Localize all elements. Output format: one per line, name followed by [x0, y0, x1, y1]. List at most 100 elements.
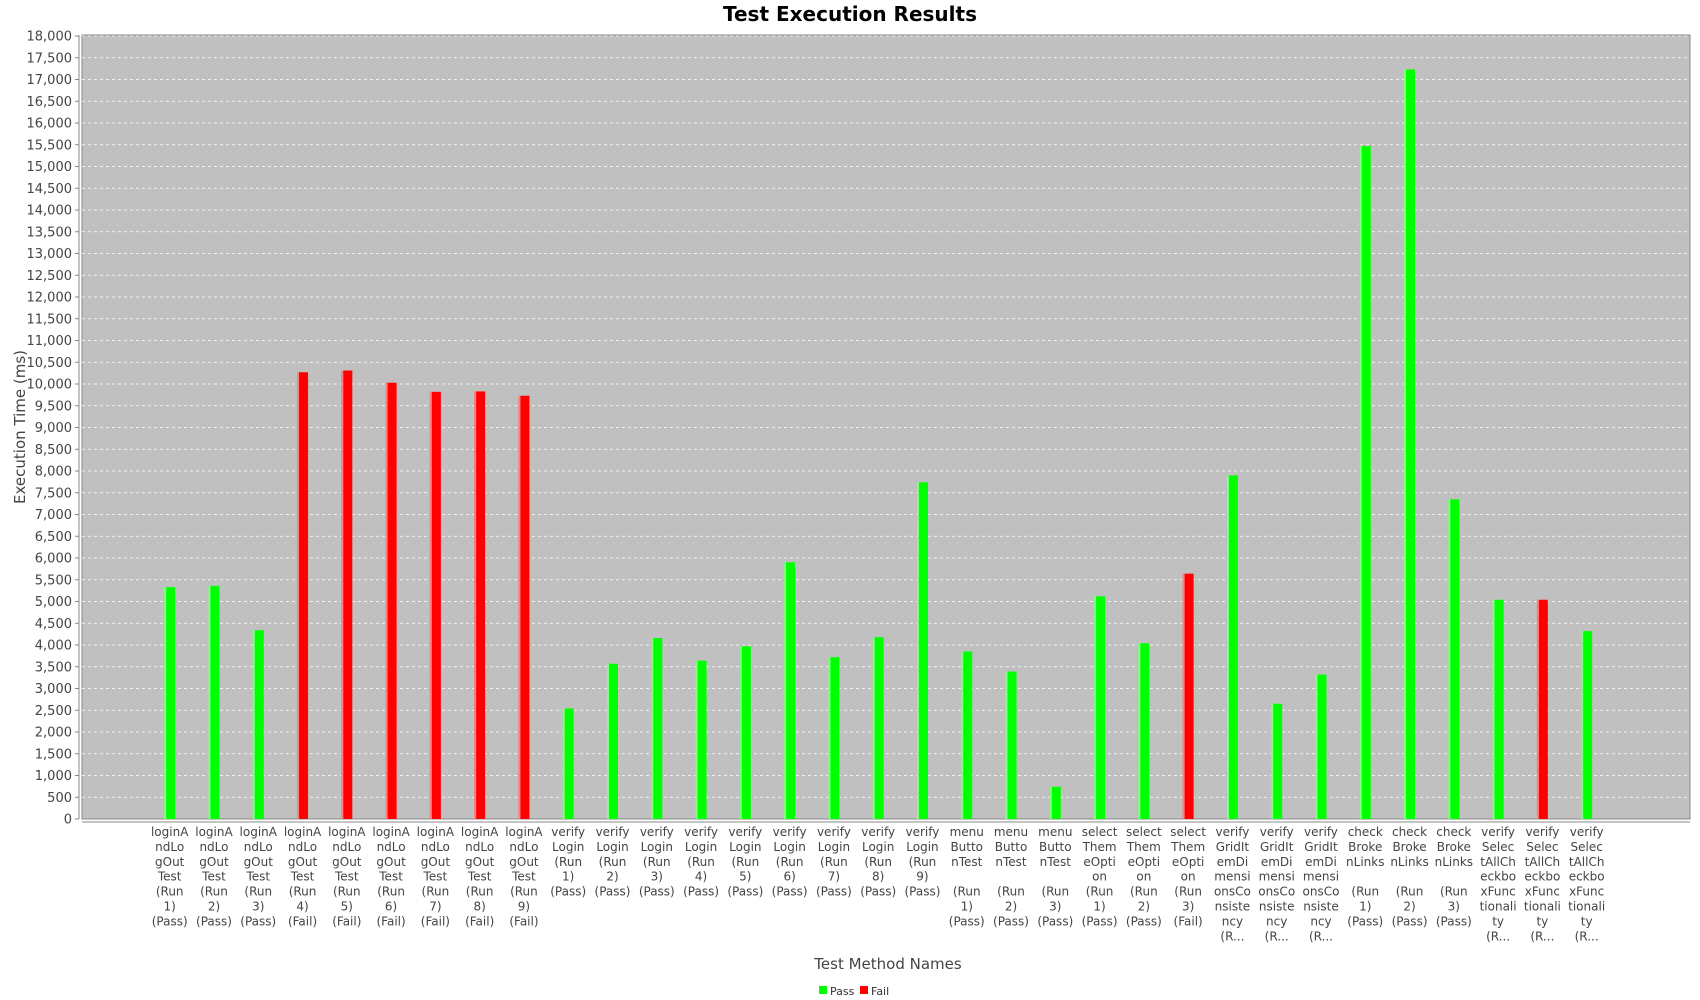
- x-tick-label-line: nsiste: [1259, 900, 1295, 914]
- x-tick-label-line: Butto: [995, 840, 1028, 854]
- x-tick-label-line: xFunc: [1525, 885, 1560, 899]
- bar-pass: [828, 657, 840, 819]
- x-tick-label-line: on: [1136, 870, 1151, 884]
- x-tick-label-line: (Run: [687, 855, 715, 869]
- bar-highlight: [385, 382, 388, 819]
- y-tick-label: 10,000: [27, 378, 73, 393]
- x-tick-label-line: check: [1436, 825, 1471, 839]
- x-tick-label-line: menu: [994, 825, 1028, 839]
- x-tick-label-line: 5): [341, 900, 353, 914]
- x-tick-label-line: gOut: [509, 855, 539, 869]
- x-tick-label-line: on: [1092, 870, 1107, 884]
- x-tick-label-line: Test: [334, 870, 359, 884]
- x-tick-label-line: Login: [773, 840, 805, 854]
- y-tick-label: 16,500: [27, 95, 73, 110]
- x-tick-label-line: ndLo: [421, 840, 450, 854]
- y-tick-label: 14,500: [27, 182, 73, 197]
- x-tick-label-line: (Run: [289, 885, 317, 899]
- x-tick-label-line: (Run: [333, 885, 361, 899]
- x-tick-label-line: emDi: [1261, 855, 1293, 869]
- x-tick-label-line: (Pass): [683, 885, 719, 899]
- x-tick-label-line: verify: [906, 825, 940, 839]
- x-tick-label-line: (Run: [200, 885, 228, 899]
- x-tick-label: menu Butto nTest (Run 1) (Pass): [949, 825, 985, 928]
- x-tick-label-line: Selec: [1570, 840, 1602, 854]
- x-tick-label-line: verify: [773, 825, 807, 839]
- bar-highlight: [1226, 475, 1229, 819]
- bar-pass: [739, 646, 751, 819]
- x-tick-label-line: 2): [1138, 900, 1150, 914]
- x-tick-label-line: (R...: [1309, 929, 1333, 943]
- x-tick-label-line: 9): [518, 900, 530, 914]
- y-tick-label: 3,500: [35, 660, 72, 675]
- x-tick-label-line: (Pass): [152, 914, 188, 928]
- bar-pass: [961, 651, 973, 819]
- x-tick-label-line: Them: [1126, 840, 1161, 854]
- x-tick-label-line: Butto: [950, 840, 983, 854]
- x-tick-label: verify GridIt emDi mensi onsCo nsiste ncy (R...: [1214, 825, 1251, 943]
- x-tick-label-line: gOut: [244, 855, 274, 869]
- y-tick-label: 500: [47, 791, 72, 806]
- x-tick-label: menu Butto nTest (Run 2) (Pass): [993, 825, 1029, 928]
- x-tick-label: verify GridIt emDi mensi onsCo nsiste ncy (R...: [1303, 825, 1340, 943]
- bar-pass: [607, 663, 618, 819]
- bar-highlight: [961, 651, 964, 819]
- bar-pass: [1359, 146, 1371, 819]
- x-tick-label-line: (Run: [776, 855, 804, 869]
- x-tick-label-line: (Pass): [595, 885, 631, 899]
- y-tick-label: 17,500: [27, 51, 73, 66]
- y-tick-label: 13,000: [27, 247, 73, 262]
- x-tick-label: verify Login (Run 3) (Pass): [639, 825, 675, 899]
- bar-highlight: [1359, 146, 1362, 819]
- bar-highlight: [1271, 703, 1274, 819]
- y-tick-label: 8,500: [35, 443, 72, 458]
- bar-highlight: [341, 370, 344, 819]
- bar-fail: [341, 370, 353, 819]
- bar-highlight: [429, 391, 432, 819]
- x-tick-label: menu Butto nTest (Run 3) (Pass): [1037, 825, 1073, 928]
- x-tick-label-line: 1): [961, 900, 973, 914]
- x-tick-label-line: nTest: [1040, 855, 1072, 869]
- x-tick-label-line: loginA: [240, 825, 278, 839]
- x-tick-label-line: emDi: [1217, 855, 1249, 869]
- x-tick-label: check Broke nLinks (Run 1) (Pass): [1346, 825, 1384, 928]
- x-tick-label-line: verify: [1260, 825, 1294, 839]
- x-tick-label-line: 1): [164, 900, 176, 914]
- x-tick-label-line: 3): [651, 870, 663, 884]
- x-tick-label-line: ndLo: [199, 840, 228, 854]
- x-tick-label-line: (R...: [1575, 929, 1599, 943]
- x-tick-label-line: (Fail): [377, 914, 406, 928]
- x-tick-label: verify Selec tAllCh eckbo xFunc tionali ty (R..…: [1524, 825, 1561, 943]
- x-tick-label-line: Login: [552, 840, 584, 854]
- x-tick-label-line: ncy: [1310, 914, 1331, 928]
- y-tick-label: 13,500: [27, 225, 73, 240]
- x-tick-label-line: 2): [606, 870, 618, 884]
- x-tick-label-line: (Pass): [1347, 914, 1383, 928]
- x-tick-label-line: (Run: [1041, 885, 1069, 899]
- x-tick-label-line: verify: [596, 825, 630, 839]
- y-tick-label: 0: [64, 813, 72, 828]
- x-tick-label-line: 5): [739, 870, 751, 884]
- x-tick-label-line: nsiste: [1303, 900, 1339, 914]
- y-tick-label: 12,000: [27, 291, 73, 306]
- x-tick-label-line: ncy: [1222, 914, 1243, 928]
- x-tick-label-line: loginA: [461, 825, 499, 839]
- x-tick-label-line: (Run: [1440, 885, 1468, 899]
- x-tick-label-line: (Run: [643, 855, 671, 869]
- x-tick-label-line: select: [1082, 825, 1118, 839]
- bar-highlight: [607, 663, 609, 819]
- x-tick-label: verify Login (Run 2) (Pass): [595, 825, 631, 899]
- x-tick-label-line: (Pass): [772, 885, 808, 899]
- x-tick-label-line: select: [1126, 825, 1162, 839]
- x-tick-label-line: Broke: [1348, 840, 1382, 854]
- x-tick-label-line: ndLo: [509, 840, 538, 854]
- x-tick-label-line: tAllCh: [1525, 855, 1561, 869]
- bar-pass: [164, 587, 176, 819]
- x-tick-label-line: (R...: [1530, 929, 1554, 943]
- x-tick-label-line: nTest: [951, 855, 983, 869]
- x-tick-label-line: verify: [551, 825, 585, 839]
- bar-pass: [562, 708, 574, 819]
- bar-highlight: [474, 391, 477, 819]
- x-tick-label-line: Test: [157, 870, 182, 884]
- x-tick-label-line: (Pass): [196, 914, 232, 928]
